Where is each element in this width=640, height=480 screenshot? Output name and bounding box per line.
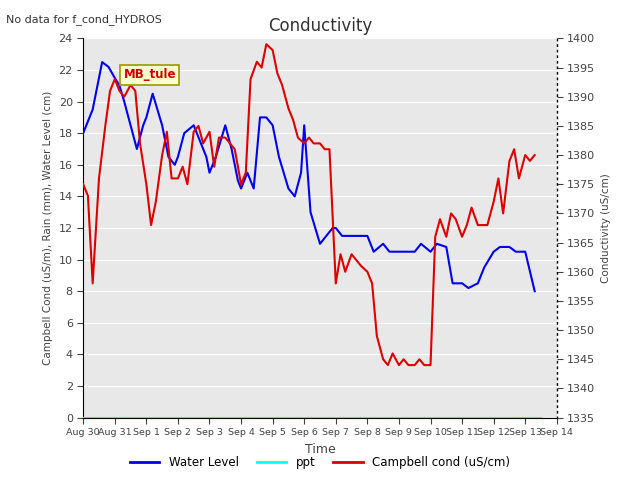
- Text: MB_tule: MB_tule: [124, 68, 176, 81]
- Text: No data for f_cond_HYDROS: No data for f_cond_HYDROS: [6, 14, 163, 25]
- Title: Conductivity: Conductivity: [268, 17, 372, 36]
- Y-axis label: Conductivity (uS/cm): Conductivity (uS/cm): [601, 173, 611, 283]
- Legend: Water Level, ppt, Campbell cond (uS/cm): Water Level, ppt, Campbell cond (uS/cm): [125, 452, 515, 474]
- Y-axis label: Campbell Cond (uS/m), Rain (mm), Water Level (cm): Campbell Cond (uS/m), Rain (mm), Water L…: [43, 91, 53, 365]
- X-axis label: Time: Time: [305, 443, 335, 456]
